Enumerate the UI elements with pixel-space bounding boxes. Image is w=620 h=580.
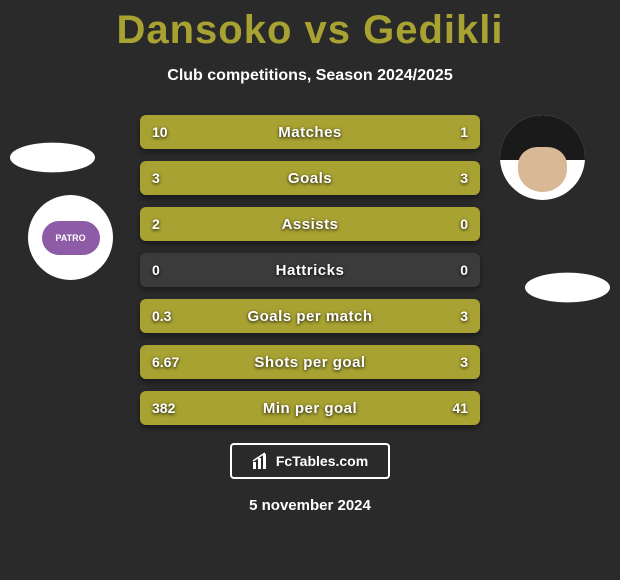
chart-icon [252,452,270,470]
stat-label: Shots per goal [140,345,480,379]
stat-right-value: 3 [460,345,468,379]
stat-label: Assists [140,207,480,241]
footer-text: FcTables.com [276,453,368,469]
stat-row-mpg: 382 Min per goal 41 [140,391,480,425]
stat-bars: 10 Matches 1 3 Goals 3 2 Assists 0 0 Hat… [140,115,480,425]
player2-club-badge [525,273,610,303]
stat-right-value: 41 [452,391,468,425]
stat-row-gpm: 0.3 Goals per match 3 [140,299,480,333]
stat-label: Matches [140,115,480,149]
stat-row-matches: 10 Matches 1 [140,115,480,149]
stat-right-value: 0 [460,207,468,241]
stat-row-assists: 2 Assists 0 [140,207,480,241]
stat-right-value: 0 [460,253,468,287]
club-badge-icon: PATRO [41,220,101,256]
stat-right-value: 1 [460,115,468,149]
comparison-panel: PATRO 10 Matches 1 3 Goals 3 2 Assists 0 [0,115,620,425]
stat-right-value: 3 [460,161,468,195]
player1-avatar [10,143,95,173]
avatar-face [518,147,567,192]
page-title: Dansoko vs Gedikli [0,0,620,53]
page-subtitle: Club competitions, Season 2024/2025 [0,67,620,85]
stat-row-hattricks: 0 Hattricks 0 [140,253,480,287]
player2-avatar [500,115,585,200]
stat-label: Goals per match [140,299,480,333]
footer-logo[interactable]: FcTables.com [230,443,390,479]
stat-row-goals: 3 Goals 3 [140,161,480,195]
stat-row-spg: 6.67 Shots per goal 3 [140,345,480,379]
date-label: 5 november 2024 [0,497,620,514]
stat-label: Goals [140,161,480,195]
stat-label: Min per goal [140,391,480,425]
player1-club-badge: PATRO [28,195,113,280]
stat-label: Hattricks [140,253,480,287]
stat-right-value: 3 [460,299,468,333]
